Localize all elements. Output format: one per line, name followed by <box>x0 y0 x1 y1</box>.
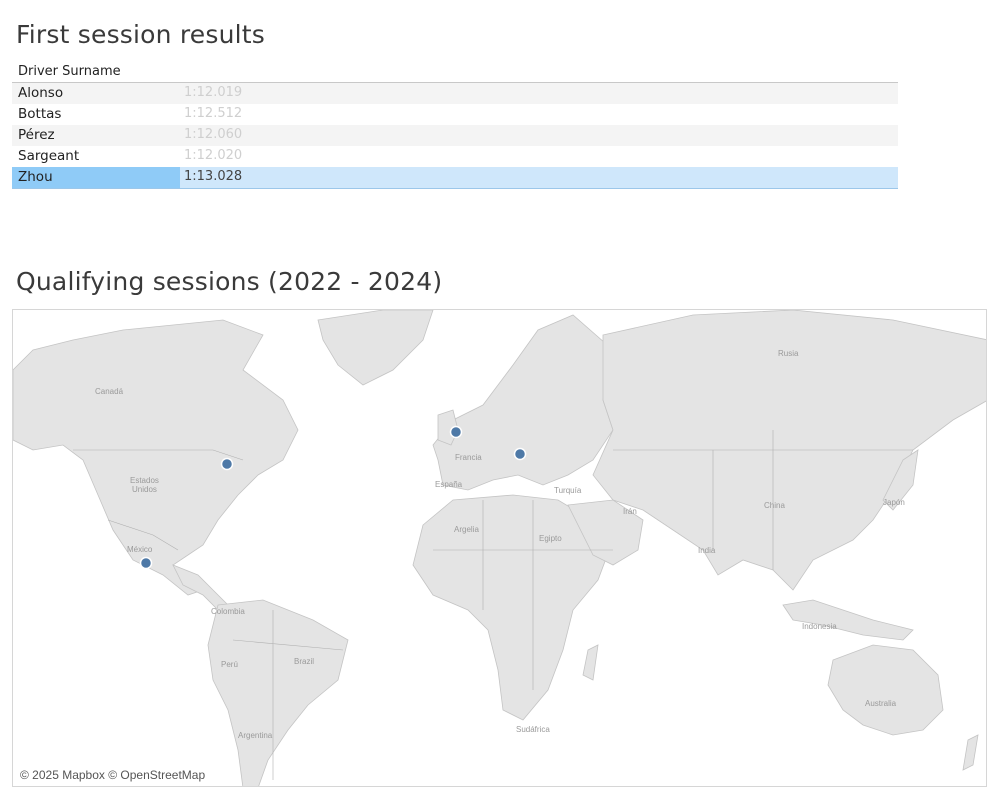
label-canada: Canadá <box>95 387 124 396</box>
new-zealand-landmass <box>962 734 979 771</box>
column-header-driver-surname[interactable]: Driver Surname <box>18 64 121 79</box>
us-mexico-border <box>107 519 179 551</box>
label-indonesia: Indonesia <box>802 622 837 631</box>
label-mexico: México <box>127 545 153 554</box>
south-america-borders <box>232 610 344 780</box>
japan-landmass <box>882 449 919 511</box>
results-title: First session results <box>16 20 265 49</box>
madagascar-landmass <box>582 644 599 681</box>
map-canvas <box>13 310 986 786</box>
indonesia-landmass <box>782 599 914 641</box>
label-brazil: Brazil <box>294 657 315 666</box>
label-sudafrica: Sudáfrica <box>516 725 550 734</box>
selected-cell-highlight <box>12 167 180 188</box>
marker-layer <box>139 425 527 570</box>
label-japon: Japón <box>883 498 905 507</box>
asia-borders <box>613 430 913 570</box>
europe-landmass <box>432 314 614 491</box>
session-marker-mexico[interactable] <box>139 556 153 570</box>
lap-time: 1:12.060 <box>184 127 243 142</box>
driver-name: Zhou <box>18 169 53 185</box>
lap-time: 1:13.028 <box>184 169 243 184</box>
map-attribution[interactable]: © 2025 Mapbox © OpenStreetMap <box>20 768 206 782</box>
world-map[interactable]: Rusia Canadá Estados Unidos México Franc… <box>12 309 987 787</box>
table-row[interactable]: Alonso 1:12.019 <box>12 83 898 104</box>
driver-name: Alonso <box>18 85 64 101</box>
us-canada-border <box>73 449 244 461</box>
lap-time: 1:12.512 <box>184 106 243 121</box>
map-title: Qualifying sessions (2022 - 2024) <box>16 267 443 296</box>
label-francia: Francia <box>455 453 482 462</box>
driver-name: Pérez <box>18 127 55 143</box>
south-america-landmass <box>207 599 349 786</box>
driver-name: Bottas <box>18 106 62 122</box>
table-row[interactable]: Sargeant 1:12.020 <box>12 146 898 167</box>
results-table: Driver Surname Alonso 1:12.019 Bottas 1:… <box>12 60 898 189</box>
label-india: India <box>698 546 716 555</box>
lap-time: 1:12.019 <box>184 85 243 100</box>
north-america-landmass <box>13 319 299 596</box>
session-marker-canada[interactable] <box>220 457 234 471</box>
table-row[interactable]: Pérez 1:12.060 <box>12 125 898 146</box>
greenland-landmass <box>317 310 434 386</box>
label-turquia: Turquía <box>554 486 582 495</box>
australia-landmass <box>827 644 944 736</box>
label-estados-unidos: Estados Unidos <box>130 476 159 494</box>
label-argelia: Argelia <box>454 525 479 534</box>
session-marker-great-britain[interactable] <box>449 425 463 439</box>
label-china: China <box>764 501 785 510</box>
table-header: Driver Surname <box>12 60 898 83</box>
label-rusia: Rusia <box>778 349 799 358</box>
driver-name: Sargeant <box>18 148 80 164</box>
table-row[interactable]: Bottas 1:12.512 <box>12 104 898 125</box>
table-row-selected[interactable]: Zhou 1:13.028 <box>12 167 898 189</box>
label-egipto: Egipto <box>539 534 562 543</box>
africa-landmass <box>412 494 614 721</box>
label-australia: Australia <box>865 699 897 708</box>
africa-borders <box>433 500 613 690</box>
label-peru: Perú <box>221 660 238 669</box>
lap-time: 1:12.020 <box>184 148 243 163</box>
session-marker-hungary[interactable] <box>513 447 527 461</box>
label-iran: Irán <box>623 507 637 516</box>
arabia-landmass <box>567 499 644 566</box>
label-argentina: Argentina <box>238 731 273 740</box>
label-espana: España <box>435 480 463 489</box>
label-colombia: Colombia <box>211 607 245 616</box>
